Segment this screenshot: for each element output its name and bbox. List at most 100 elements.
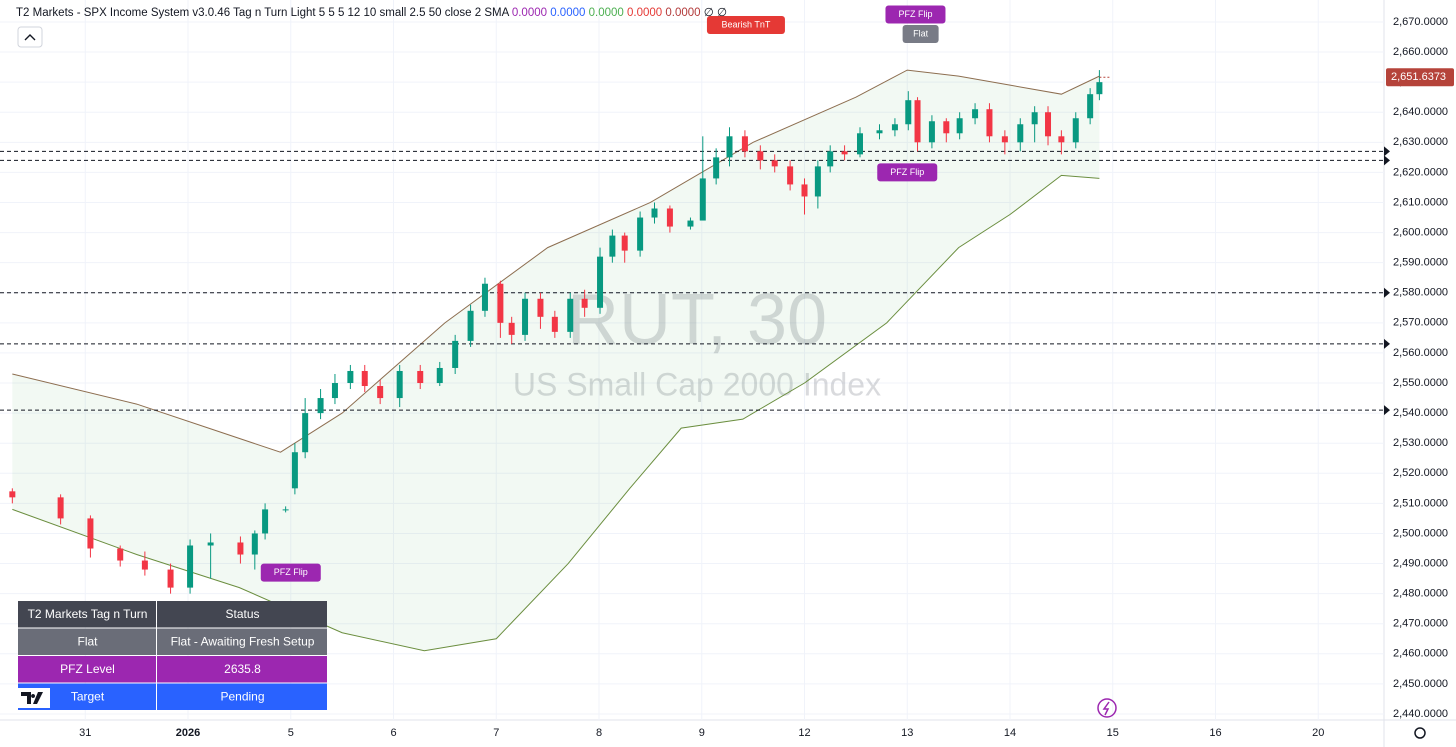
indicator-symbols: ∅ ∅: [704, 7, 727, 19]
candle-body: [187, 545, 194, 588]
candle-body: [467, 310, 474, 341]
y-tick-label: 2,580.0000: [1393, 287, 1448, 299]
candle-body: [699, 178, 706, 221]
x-tick-label: 8: [596, 727, 602, 739]
y-tick-label: 2,610.0000: [1393, 196, 1448, 208]
candle-body: [666, 208, 673, 227]
candle-body: [801, 184, 808, 197]
annotation-text: Flat: [913, 28, 929, 38]
x-tick-label: 20: [1312, 727, 1324, 739]
level-marker: [1384, 155, 1390, 166]
lightning-icon[interactable]: [1097, 698, 1117, 718]
candle-body: [347, 370, 354, 384]
candle-body: [551, 316, 558, 332]
candle-body: [1087, 94, 1094, 119]
y-tick-label: 2,550.0000: [1393, 377, 1448, 389]
y-tick-label: 2,630.0000: [1393, 136, 1448, 148]
candle-body: [302, 413, 309, 453]
table-cell: [18, 656, 156, 683]
y-tick-label: 2,620.0000: [1393, 166, 1448, 178]
y-tick-label: 2,560.0000: [1393, 347, 1448, 359]
y-tick-label: 2,510.0000: [1393, 497, 1448, 509]
x-tick-label: 16: [1209, 727, 1221, 739]
candle-body: [481, 283, 488, 311]
x-tick-label: 31: [79, 727, 91, 739]
band-line: [12, 69, 1100, 453]
candle-body: [841, 151, 848, 155]
table-cell: [157, 683, 327, 710]
candle-body: [1001, 136, 1008, 143]
table-cell-text: Target: [71, 689, 105, 703]
candle-body: [207, 542, 214, 546]
candle-body: [581, 298, 588, 308]
candle-body: [522, 298, 529, 335]
candle-body: [637, 217, 644, 251]
candle-body: [757, 151, 764, 161]
candle-body: [651, 208, 658, 218]
x-tick-label: 15: [1107, 727, 1119, 739]
top-layer: 2,440.0000 2,450.0000 2,460.0000 2,470.0000…: [16, 5, 1454, 739]
y-tick-label: 2,440.0000: [1393, 708, 1448, 720]
table-cell: [157, 628, 327, 655]
table-cell-text: T2 Markets Tag n Turn: [28, 607, 148, 621]
candle-body: [986, 109, 993, 137]
x-tick-label: 13: [901, 727, 913, 739]
annotation-text: Bearish TnT: [722, 19, 771, 29]
y-tick-label: 2,460.0000: [1393, 648, 1448, 660]
level-marker: [1384, 405, 1390, 416]
y-tick-label: 2,640.0000: [1393, 106, 1448, 118]
candle-body: [891, 124, 898, 131]
annotation-box: [706, 15, 785, 34]
annotation-box: [902, 24, 939, 43]
x-tick-label: 12: [798, 727, 810, 739]
annotation-text: PFZ Flip: [274, 567, 308, 577]
candle-body: [317, 398, 324, 414]
tv-logo-bg: [18, 688, 50, 708]
table-cell-text: Status: [225, 607, 259, 621]
table-cell-text: Flat - Awaiting Fresh Setup: [171, 634, 315, 648]
x-tick-label: 9: [699, 727, 705, 739]
table-cell-text: Pending: [220, 689, 264, 703]
indicator-value: 0.0000: [512, 7, 547, 19]
settings-icon[interactable]: [1414, 727, 1426, 739]
band-fill: [12, 70, 1100, 651]
candle-body: [597, 256, 604, 308]
candle-body: [291, 452, 298, 489]
candle-body: [117, 548, 124, 561]
y-tick-label: 2,600.0000: [1393, 226, 1448, 238]
table-cell: [18, 628, 156, 655]
candle-body: [361, 370, 368, 387]
y-tick-label: 2,450.0000: [1393, 678, 1448, 690]
candle-body: [251, 533, 258, 555]
annotation-text: PFZ Flip: [890, 167, 924, 177]
candle-body: [87, 518, 94, 549]
y-tick-label: 2,490.0000: [1393, 557, 1448, 569]
last-price-label: 2,651.6373: [1391, 71, 1446, 83]
candle-body: [452, 340, 459, 368]
candle-body: [508, 322, 515, 335]
x-tick-label: 2026: [176, 727, 200, 739]
table-cell-text: PFZ Level: [60, 662, 115, 676]
y-tick-label: 2,660.0000: [1393, 46, 1448, 58]
indicator-value: 0.0000: [589, 7, 624, 19]
background-layer: RUT, 30US Small Cap 2000 Index: [0, 0, 1384, 720]
collapse-button[interactable]: [17, 26, 43, 48]
candle-body: [687, 220, 694, 227]
candle-body: [417, 370, 424, 384]
candle-body: [814, 166, 821, 197]
tv-logo: [21, 692, 43, 704]
candle-body: [331, 383, 338, 399]
candle-body: [1072, 118, 1079, 143]
level-marker: [1384, 338, 1390, 349]
y-tick-label: 2,480.0000: [1393, 588, 1448, 600]
candle-body: [141, 560, 148, 570]
candle-body: [856, 133, 863, 155]
indicator-header: T2 Markets - SPX Income System v3.0.46 T…: [16, 7, 727, 19]
y-tick-label: 2,530.0000: [1393, 437, 1448, 449]
candle-body: [57, 497, 64, 519]
candle-body: [436, 367, 443, 384]
x-tick-label: 6: [390, 727, 396, 739]
candle-body: [497, 283, 504, 323]
candle-body: [262, 509, 269, 534]
candle-body: [9, 491, 16, 498]
